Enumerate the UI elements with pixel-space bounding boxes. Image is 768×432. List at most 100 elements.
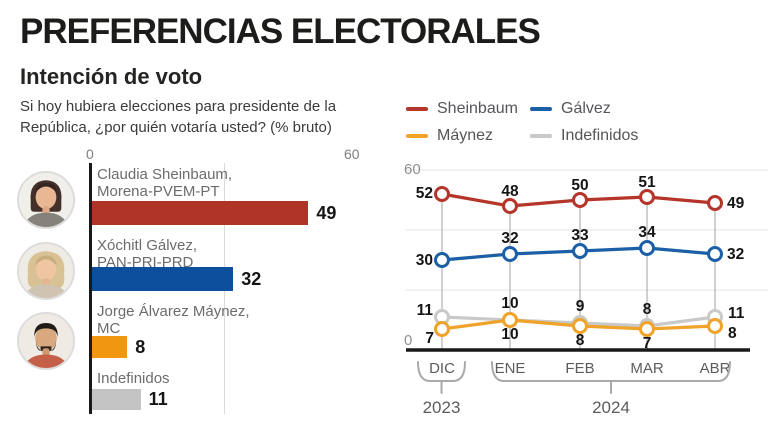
bar-axis-tick-60: 60: [344, 146, 360, 162]
year-label: 2023: [423, 398, 461, 417]
candidate-name: Claudia Sheinbaum,: [97, 166, 233, 183]
galvez-portrait-illustration: [19, 244, 73, 298]
data-point-value: 8: [728, 325, 737, 342]
legend-item-indefinidos: Indefinidos: [530, 127, 638, 145]
bar-row-galvez: 32: [92, 267, 261, 291]
legend-item-maynez: Máynez: [406, 127, 530, 145]
data-point-value: 9: [576, 298, 585, 315]
data-point: [572, 192, 588, 208]
data-point-value: 49: [727, 195, 745, 212]
bar-axis-line: [89, 163, 92, 414]
data-point-value: 52: [416, 185, 433, 202]
bar-indefinidos: [92, 389, 141, 410]
svg-text:0: 0: [404, 332, 412, 349]
trend-y-axis: 60 0: [404, 161, 421, 349]
bar-value-sheinbaum: 49: [316, 202, 337, 223]
legend-dash-icon: [406, 107, 428, 111]
data-point-value: 48: [501, 183, 519, 200]
data-point: [707, 318, 723, 334]
svg-text:60: 60: [404, 161, 421, 178]
data-point-value: 10: [501, 295, 518, 312]
trend-series-sheinbaum: [434, 186, 723, 214]
data-point-value: 11: [728, 305, 745, 322]
data-point: [639, 321, 655, 337]
trend-gridlines: [406, 169, 768, 291]
data-point-value: 32: [727, 246, 744, 263]
maynez-photo: [17, 312, 75, 370]
bar-value-indefinidos: 11: [148, 389, 168, 409]
candidate-party: Morena-PVEM-PT: [97, 183, 220, 200]
year-bracket: [417, 361, 466, 394]
legend-dash-icon: [530, 107, 552, 111]
year-label: 2024: [592, 398, 630, 417]
data-point: [434, 321, 450, 337]
data-point-value: 8: [643, 301, 652, 318]
month-label: ENE: [495, 360, 526, 377]
bar-sheinbaum: [92, 201, 309, 225]
data-point-value: 7: [643, 335, 652, 352]
legend-label: Sheinbaum: [437, 100, 518, 117]
trend-line-chart: 60 0 52 48 50 51 49 30 32 33 34 32 7 10 8 7 8 11 10 9 8 11 DIC…: [404, 161, 768, 417]
data-point: [434, 252, 450, 268]
page-title: PREFERENCIAS ELECTORALES: [20, 12, 541, 51]
data-point-value: 30: [416, 252, 433, 269]
legend-dash-icon: [530, 134, 552, 138]
maynez-portrait-illustration: [19, 314, 73, 368]
legend-item-galvez: Gálvez: [530, 100, 638, 118]
data-point-value: 8: [576, 332, 585, 349]
data-point: [572, 318, 588, 334]
bar-label-indefinidos: Indefinidos: [97, 370, 170, 387]
month-label: DIC: [429, 360, 455, 377]
data-point: [639, 240, 655, 256]
trend-series-mynez: [434, 312, 723, 337]
legend-label: Indefinidos: [561, 127, 639, 144]
trend-x-axis: DIC ENE FEB MAR ABR: [429, 360, 731, 377]
survey-question-line2: República, ¿por quién votaría usted? (% …: [20, 119, 332, 136]
candidate-party: MC: [97, 320, 121, 337]
candidate-name: Jorge Álvarez Máynez,: [97, 303, 250, 320]
trend-year-brackets: 2023 2024: [417, 361, 731, 417]
data-point: [502, 198, 518, 214]
month-label: FEB: [565, 360, 594, 377]
data-point: [502, 246, 518, 262]
bar-row-indefinidos: 11: [92, 389, 168, 410]
bar-axis-tick-0: 0: [86, 146, 94, 162]
month-label: MAR: [630, 360, 664, 377]
candidate-party: PAN-PRI-PRD: [97, 254, 194, 271]
section-subtitle: Intención de voto: [20, 64, 203, 89]
bar-value-galvez: 32: [241, 268, 262, 289]
data-point-value: 33: [571, 227, 589, 244]
bar-value-maynez: 8: [135, 336, 146, 357]
sheinbaum-photo: [17, 171, 75, 229]
data-point-value: 51: [638, 174, 656, 191]
data-point-value: 10: [501, 326, 518, 343]
month-label: ABR: [700, 360, 731, 377]
year-bracket: [491, 361, 731, 394]
legend-dash-icon: [406, 134, 428, 138]
bar-galvez: [92, 267, 234, 291]
data-point: [707, 246, 723, 262]
candidate-name: Xóchitl Gálvez,: [97, 237, 198, 254]
data-point: [502, 312, 518, 328]
bar-label-sheinbaum: Claudia Sheinbaum, Morena-PVEM-PT: [97, 166, 232, 200]
legend-label: Gálvez: [561, 100, 611, 117]
bar-label-maynez: Jorge Álvarez Máynez, MC: [97, 303, 250, 337]
legend-item-sheinbaum: Sheinbaum: [406, 100, 530, 118]
bar-maynez: [92, 336, 128, 358]
data-point: [434, 186, 450, 202]
bar-row-maynez: 8: [92, 336, 145, 358]
data-point: [707, 195, 723, 211]
galvez-photo: [17, 242, 75, 300]
sheinbaum-portrait-illustration: [19, 173, 73, 227]
legend-label: Máynez: [437, 127, 494, 144]
data-point-value: 32: [501, 230, 518, 247]
survey-question-line1: Si hoy hubiera elecciones para president…: [20, 98, 337, 115]
trend-series-glvez: [434, 240, 723, 268]
trend-value-labels: 52 48 50 51 49 30 32 33 34 32 7 10 8 7 8 11 10 9 8 11: [416, 174, 745, 352]
data-point-value: 11: [417, 302, 434, 319]
bar-row-sheinbaum: 49: [92, 201, 336, 225]
data-point: [639, 189, 655, 205]
bar-label-galvez: Xóchitl Gálvez, PAN-PRI-PRD: [97, 237, 197, 271]
trend-legend: Sheinbaum Gálvez Máynez Indefinidos: [406, 100, 638, 145]
